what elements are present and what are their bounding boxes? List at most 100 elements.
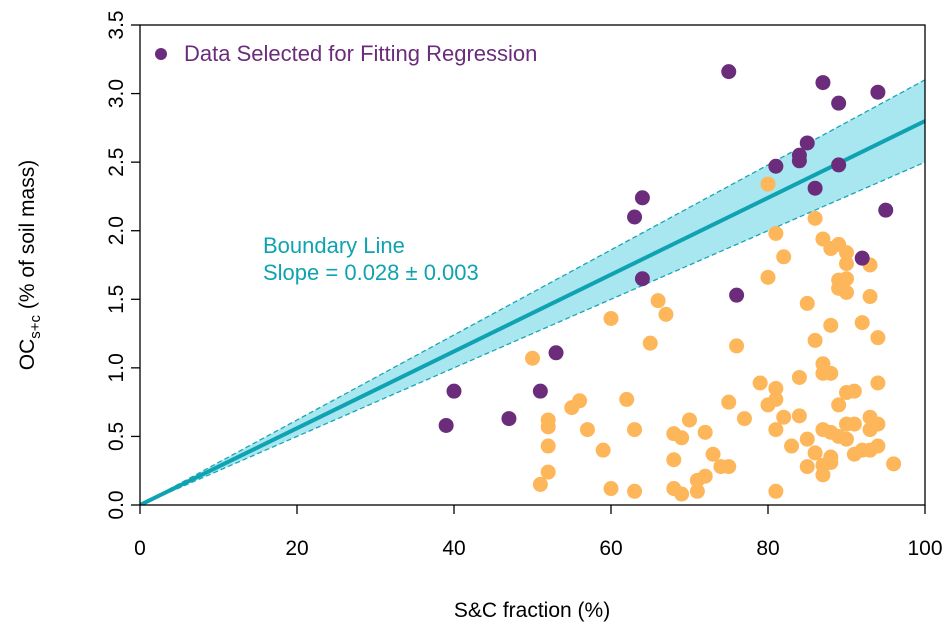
boundary-line-annotation: Boundary Line Slope = 0.028 ± 0.003: [263, 233, 479, 285]
data-point-other: [839, 284, 854, 300]
data-point-other: [846, 416, 862, 432]
data-point-other: [823, 365, 839, 381]
data-point-selected: [878, 202, 894, 218]
confidence-band: [140, 79, 925, 505]
data-point-other: [839, 245, 854, 261]
y-tick-label: 2.5: [105, 148, 128, 177]
data-point-other: [784, 438, 800, 454]
data-point-selected: [854, 250, 870, 266]
data-point-other: [658, 306, 674, 322]
x-axis-title: S&C fraction (%): [454, 599, 610, 622]
boundary-line-label: Boundary Line: [263, 233, 405, 258]
data-point-other: [619, 391, 635, 407]
data-point-other: [791, 408, 807, 424]
data-point-other: [540, 438, 556, 454]
y-axis-title-prefix: OC: [16, 339, 39, 371]
data-point-other: [839, 256, 854, 272]
data-point-other: [799, 431, 815, 447]
data-point-selected: [815, 75, 831, 91]
plot-frame: [139, 24, 926, 506]
data-point-selected: [791, 147, 807, 163]
data-point-other: [815, 467, 831, 483]
selected-points-layer: [438, 64, 894, 433]
data-point-other: [603, 481, 619, 497]
data-point-other: [870, 438, 886, 454]
y-tick-label: 3.0: [105, 79, 128, 108]
data-point-other: [674, 486, 690, 502]
data-point-selected: [768, 158, 784, 174]
data-point-other: [870, 375, 886, 391]
data-point-other: [768, 391, 784, 407]
data-point-selected: [807, 180, 823, 196]
data-point-other: [627, 483, 643, 499]
data-point-other: [682, 412, 697, 428]
data-point-other: [697, 424, 713, 440]
data-point-selected: [634, 271, 650, 287]
x-tick-label: 40: [442, 537, 465, 560]
data-point-other: [579, 422, 595, 438]
data-point-selected: [446, 383, 462, 399]
data-point-other: [721, 459, 737, 475]
boundary-slope-label: Slope = 0.028 ± 0.003: [263, 260, 479, 285]
data-point-other: [791, 369, 807, 385]
data-point-other: [627, 422, 643, 438]
data-point-selected: [831, 95, 847, 111]
data-point-other: [870, 330, 886, 346]
data-point-other: [776, 249, 792, 265]
y-axis-title-suffix: (% of soil mass): [16, 160, 39, 315]
data-point-other: [697, 468, 713, 484]
data-point-other: [846, 383, 862, 399]
data-point-other: [862, 289, 878, 305]
data-point-other: [776, 409, 792, 425]
y-axis-title-subscript: s+c: [27, 314, 44, 338]
data-point-other: [705, 446, 721, 462]
data-point-other: [674, 430, 690, 446]
data-point-other: [823, 454, 839, 470]
data-point-other: [799, 295, 815, 311]
x-tick-label: 20: [285, 537, 308, 560]
data-point-selected: [627, 209, 643, 225]
data-point-other: [666, 452, 682, 468]
data-point-other: [760, 269, 776, 285]
y-tick-label: 1.0: [105, 353, 128, 382]
y-axis-title: OCs+c (% of soil mass): [16, 160, 44, 370]
data-point-other: [729, 338, 745, 354]
x-tick-label: 100: [907, 537, 942, 560]
data-point-other: [768, 380, 784, 396]
data-point-other: [839, 271, 854, 287]
data-point-other: [752, 375, 768, 391]
data-point-other: [886, 456, 902, 472]
data-point-other: [823, 317, 839, 333]
y-tick-label: 3.5: [105, 10, 128, 39]
data-point-other: [603, 310, 619, 326]
band-lower-edge: [140, 161, 925, 505]
data-point-selected: [870, 84, 886, 100]
y-tick-label: 2.0: [105, 216, 128, 245]
data-point-selected: [721, 64, 737, 80]
data-point-other: [540, 464, 556, 480]
data-point-other: [768, 225, 784, 241]
band-upper-edge: [140, 79, 925, 505]
other-points-layer: [525, 176, 902, 502]
data-point-other: [807, 332, 823, 348]
boundary-line: [140, 119, 925, 505]
data-point-selected: [438, 417, 454, 433]
data-point-selected: [548, 345, 564, 361]
x-tick-label: 60: [599, 537, 622, 560]
data-point-other: [799, 459, 815, 475]
data-point-other: [760, 176, 776, 192]
data-point-selected: [634, 190, 650, 206]
axes-layer: 0 20 40 60 80 100 0.0 0.5 1.0 1.5 2.0 2.5 3.0 3.5: [105, 10, 943, 560]
x-tick-label: 80: [756, 537, 779, 560]
data-point-selected: [729, 287, 745, 303]
data-point-selected: [532, 383, 548, 399]
data-point-other: [595, 442, 611, 458]
y-tick-label: 0.0: [105, 490, 128, 519]
legend: Data Selected for Fitting Regression: [155, 41, 537, 66]
data-point-other: [572, 393, 588, 409]
data-point-other: [854, 315, 870, 331]
data-point-other: [831, 397, 847, 413]
legend-marker-selected: [155, 48, 167, 60]
data-point-other: [768, 483, 784, 499]
